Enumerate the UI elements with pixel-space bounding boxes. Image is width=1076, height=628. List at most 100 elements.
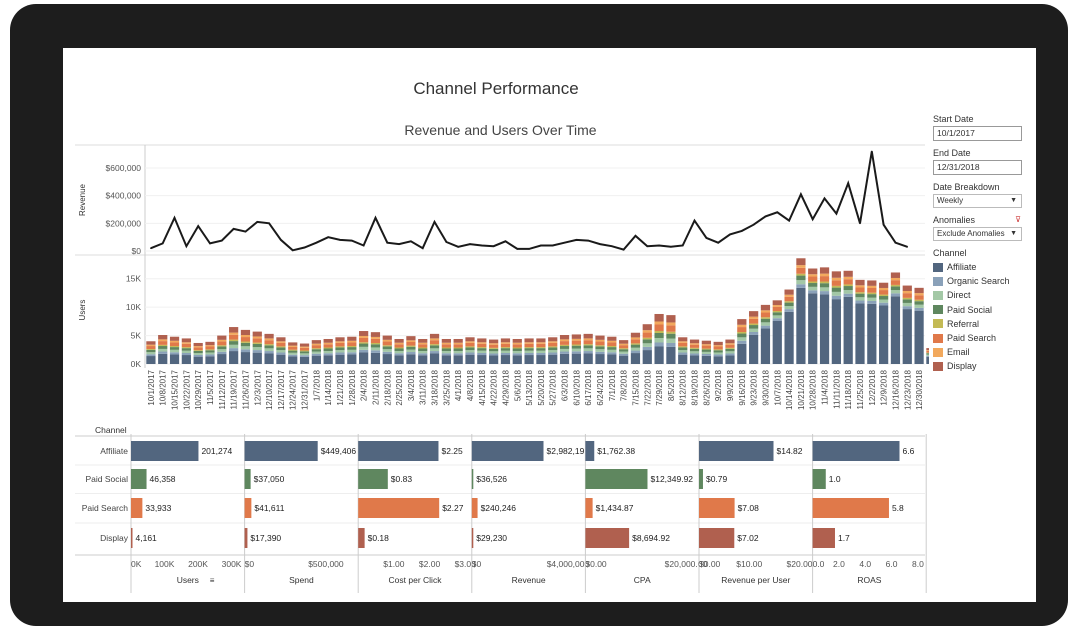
users-bar-paid-social: [914, 301, 924, 305]
legend-item-organic-search[interactable]: Organic Search: [933, 274, 1033, 288]
users-bar-email: [843, 276, 853, 280]
users-bar-display: [831, 271, 841, 278]
x-tick-label: 1/28/2018: [348, 369, 357, 405]
legend-item-paid-social[interactable]: Paid Social: [933, 303, 1033, 317]
users-bar-paid-social: [276, 347, 286, 351]
users-bar-email: [855, 285, 865, 288]
users-bar-display: [158, 335, 168, 340]
clear-filter-icon[interactable]: ⊽: [1015, 215, 1021, 224]
users-bar-email: [193, 346, 203, 348]
metric-value: 1.7: [838, 533, 850, 543]
legend-item-referral[interactable]: Referral: [933, 317, 1033, 331]
users-bar-direct: [158, 348, 168, 352]
users-bar-affiliate: [335, 354, 345, 364]
users-bar-paid-social: [477, 348, 487, 351]
legend-item-paid-search[interactable]: Paid Search: [933, 331, 1033, 345]
users-bar-organic-search: [654, 342, 664, 347]
legend-label: Referral: [947, 318, 980, 329]
date-breakdown-select[interactable]: Weekly ▼: [933, 194, 1022, 208]
users-bar-display: [264, 333, 274, 339]
revenue-point: [906, 246, 909, 248]
x-tick-label: 3/25/2018: [442, 369, 451, 405]
x-tick-label: $10.00: [736, 559, 762, 569]
users-bar-referral: [879, 294, 889, 297]
metric-value: $2,982,191: [547, 446, 590, 456]
users-bar-paid-search: [642, 332, 652, 338]
users-bar-organic-search: [536, 353, 546, 356]
users-bar-direct: [299, 353, 310, 356]
users-bar-affiliate: [359, 352, 369, 364]
users-bar-direct: [607, 349, 617, 353]
users-bar-affiliate: [772, 320, 782, 364]
revenue-point: [658, 244, 660, 247]
users-bar-referral: [654, 330, 664, 333]
users-bar-referral: [607, 345, 617, 348]
users-bar-paid-social: [595, 346, 605, 350]
users-bar-display: [855, 279, 865, 286]
users-bar-direct: [630, 347, 641, 351]
users-bar-direct: [642, 343, 652, 347]
users-bar-direct: [559, 348, 570, 352]
users-bar-paid-social: [678, 347, 688, 351]
users-bar-paid-search: [465, 342, 475, 347]
revenue-point: [410, 240, 412, 243]
x-tick-label: $3.00: [455, 559, 477, 569]
users-bar-paid-social: [879, 296, 889, 300]
users-bar-organic-search: [489, 353, 499, 356]
legend-label: Paid Search: [947, 333, 997, 344]
users-bar-organic-search: [500, 353, 511, 356]
users-bar-email: [926, 350, 929, 351]
users-bar-organic-search: [252, 350, 262, 353]
chevron-down-icon: ▼: [1010, 197, 1017, 204]
users-bar-affiliate: [571, 353, 581, 364]
users-bar-referral: [808, 281, 818, 284]
metric-value: $2.27: [442, 503, 464, 513]
users-bar-affiliate: [205, 356, 215, 364]
users-bar-paid-search: [867, 288, 877, 293]
legend-item-affiliate[interactable]: Affiliate: [933, 260, 1033, 274]
anomalies-select[interactable]: Exclude Anomalies ▼: [933, 227, 1022, 241]
users-bar-display: [169, 336, 180, 341]
users-bar-organic-search: [914, 307, 924, 311]
legend-item-display[interactable]: Display: [933, 359, 1033, 373]
users-bar-paid-social: [760, 318, 771, 323]
users-bar-paid-social: [701, 349, 711, 352]
metric-bar: [358, 441, 439, 461]
end-date-input[interactable]: 12/31/2018: [933, 160, 1022, 175]
users-bar-paid-social: [831, 287, 841, 292]
legend-item-direct[interactable]: Direct: [933, 288, 1033, 302]
revenue-point: [232, 228, 235, 230]
x-tick-label: 12/10/2017: [265, 369, 274, 410]
users-bar-paid-search: [772, 306, 782, 311]
revenue-point: [256, 221, 259, 223]
users-bar-direct: [713, 352, 723, 355]
revenue-point: [386, 241, 389, 244]
users-bar-email: [205, 345, 215, 347]
x-tick-label: 11/26/2017: [241, 369, 250, 409]
users-bar-affiliate: [382, 354, 392, 364]
users-bar-paid-search: [583, 340, 593, 345]
users-bar-referral: [630, 343, 641, 345]
users-bar-affiliate: [512, 355, 522, 364]
users-bar-paid-search: [323, 344, 333, 348]
start-date-input[interactable]: 10/1/2017: [933, 126, 1022, 141]
users-bar-affiliate: [536, 355, 546, 364]
users-bar-referral: [299, 350, 310, 352]
legend-item-email[interactable]: Email: [933, 345, 1033, 359]
metric-value: $7.08: [738, 503, 760, 513]
users-bar-paid-search: [512, 344, 522, 348]
users-bar-direct: [819, 287, 830, 292]
x-tick-label: 10/22/2017: [182, 369, 191, 410]
y-tick-label: $0: [132, 246, 142, 256]
metric-value: $0.18: [368, 533, 390, 543]
users-bar-affiliate: [689, 355, 700, 364]
users-bar-organic-search: [169, 352, 180, 355]
metric-value: $1,762.38: [597, 446, 635, 456]
x-tick-label: 12/17/2017: [277, 369, 286, 410]
users-bar-referral: [193, 350, 203, 351]
y-tick-label: 10K: [126, 302, 141, 312]
revenue-point: [776, 211, 779, 214]
users-bar-organic-search: [276, 352, 286, 355]
revenue-point: [611, 245, 613, 247]
users-bar-affiliate: [654, 346, 664, 364]
